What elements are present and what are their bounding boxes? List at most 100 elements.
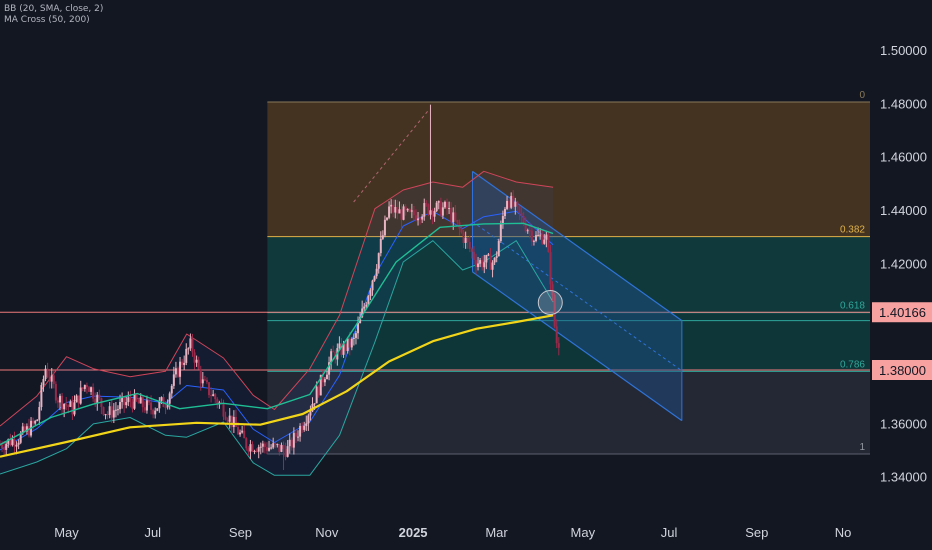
candle-body bbox=[110, 406, 113, 418]
candle bbox=[187, 347, 190, 355]
candle bbox=[263, 441, 266, 454]
candle-body bbox=[54, 383, 57, 401]
candle bbox=[307, 413, 310, 431]
candle-body bbox=[338, 343, 341, 349]
candle-body bbox=[487, 254, 490, 256]
indicator-bb-label[interactable]: BB (20, SMA, close, 2) bbox=[4, 4, 104, 14]
candle-body bbox=[479, 260, 482, 264]
candle-body bbox=[466, 237, 469, 242]
circle-highlight-marker bbox=[537, 290, 563, 316]
candle-body bbox=[59, 395, 62, 403]
candle bbox=[321, 370, 324, 388]
candle bbox=[288, 433, 291, 454]
candle-body bbox=[226, 419, 229, 422]
candle-body bbox=[94, 398, 97, 404]
candle-body bbox=[483, 262, 486, 268]
candle bbox=[71, 396, 74, 421]
candle-body bbox=[454, 212, 457, 221]
candle bbox=[255, 448, 258, 453]
candle bbox=[456, 219, 459, 226]
candle bbox=[357, 316, 360, 340]
candle bbox=[154, 407, 157, 419]
candle bbox=[396, 200, 399, 220]
candle bbox=[27, 418, 30, 438]
candle bbox=[557, 337, 560, 356]
candle-body bbox=[406, 209, 409, 211]
candle bbox=[272, 437, 275, 450]
candle-body bbox=[462, 232, 465, 243]
price-label-1: 1.38000 bbox=[879, 363, 926, 378]
candle bbox=[309, 405, 312, 421]
candle-body bbox=[381, 235, 384, 239]
candle-body bbox=[286, 446, 289, 457]
indicator-ma-cross-label[interactable]: MA Cross (50, 200) bbox=[4, 15, 90, 25]
candle-body bbox=[36, 419, 39, 421]
candle-body bbox=[485, 255, 488, 263]
candle bbox=[294, 429, 297, 444]
candle-body bbox=[417, 218, 420, 221]
candle bbox=[352, 333, 355, 346]
candle bbox=[214, 392, 217, 404]
candle-body bbox=[460, 228, 463, 233]
candle-body bbox=[323, 379, 326, 383]
candle bbox=[410, 203, 413, 219]
candle-body bbox=[402, 206, 405, 220]
candle bbox=[437, 200, 440, 210]
candle-body bbox=[524, 224, 527, 232]
candle-body bbox=[272, 443, 275, 448]
candle bbox=[259, 442, 262, 455]
candle bbox=[228, 407, 231, 429]
x-tick-label: Nov bbox=[315, 525, 339, 540]
candle-body bbox=[303, 425, 306, 430]
candle bbox=[501, 210, 504, 229]
candle-body bbox=[437, 201, 440, 203]
candle bbox=[34, 419, 37, 426]
candle-body bbox=[249, 444, 252, 452]
candle bbox=[406, 208, 409, 213]
candle bbox=[427, 203, 430, 217]
candle bbox=[181, 358, 184, 368]
candle-body bbox=[141, 397, 144, 408]
candle bbox=[212, 389, 215, 397]
candle-body bbox=[309, 411, 312, 416]
candle-body bbox=[73, 402, 76, 415]
candle-body bbox=[361, 308, 364, 318]
candle bbox=[90, 386, 93, 396]
candle bbox=[518, 205, 521, 221]
candle bbox=[429, 104, 432, 220]
candle-body bbox=[526, 230, 529, 232]
candle bbox=[414, 209, 417, 222]
candle-body bbox=[208, 382, 211, 396]
candle bbox=[141, 395, 144, 413]
candle bbox=[261, 440, 264, 453]
candle-body bbox=[65, 403, 68, 406]
candle-body bbox=[441, 207, 444, 216]
candle bbox=[75, 394, 78, 403]
candle bbox=[65, 396, 68, 411]
candle-body bbox=[119, 402, 122, 410]
candle-body bbox=[332, 351, 335, 353]
candle-body bbox=[431, 210, 434, 217]
candle bbox=[464, 231, 467, 249]
candle bbox=[145, 395, 148, 414]
candle-body bbox=[158, 400, 161, 409]
candle-body bbox=[129, 397, 132, 402]
candle bbox=[253, 449, 256, 455]
candle bbox=[162, 394, 165, 408]
candle-body bbox=[553, 294, 556, 327]
candle bbox=[466, 236, 469, 249]
candle-body bbox=[121, 397, 124, 403]
candle bbox=[332, 345, 335, 353]
candle bbox=[129, 390, 132, 408]
candle bbox=[168, 391, 171, 410]
candle-body bbox=[396, 206, 399, 214]
candle bbox=[56, 397, 59, 408]
candle-body bbox=[408, 209, 411, 212]
candle bbox=[328, 356, 331, 381]
candle bbox=[549, 244, 552, 292]
candle-body bbox=[330, 351, 333, 363]
candle-body bbox=[278, 444, 281, 452]
candle bbox=[278, 444, 281, 456]
